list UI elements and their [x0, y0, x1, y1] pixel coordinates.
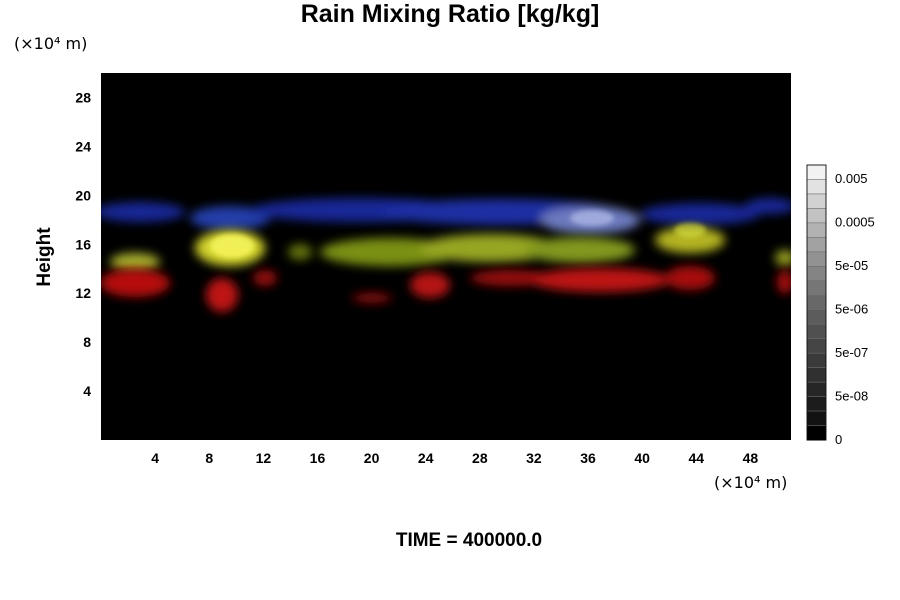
colorbar-segment: [806, 251, 827, 267]
colorbar-segment: [806, 280, 827, 296]
y-axis-label: Height: [34, 227, 55, 287]
x-axis-ticks: 4 8 12 16 20 24 28 32 36 40 44 48: [151, 450, 758, 466]
lower-layer-band: [101, 266, 791, 312]
colorbar-segment: [806, 425, 827, 441]
x-tick-label: 44: [689, 450, 705, 466]
colorbar-tick-label: 5e-08: [835, 389, 868, 404]
colorbar-segment: [806, 193, 827, 210]
colorbar-segment: [806, 338, 827, 354]
colorbar-segment: [806, 164, 827, 181]
y-axis-unit: (×10⁴ m): [14, 34, 87, 53]
chart-title: Rain Mixing Ratio [kg/kg]: [300, 0, 600, 28]
colorbar-segment: [806, 396, 827, 412]
colorbar-labels: 0.005 0.0005 5e-05 5e-06 5e-07 5e-08 0: [835, 171, 875, 447]
y-tick-label: 4: [83, 383, 91, 399]
colorbar-frame: [806, 164, 827, 441]
x-tick-label: 36: [580, 450, 596, 466]
y-tick-label: 20: [75, 187, 91, 203]
x-tick-label: 40: [634, 450, 650, 466]
colorbar-tick-label: 5e-07: [835, 345, 868, 360]
colorbar-segment: [806, 266, 827, 282]
colorbar-segment: [806, 410, 827, 427]
y-tick-label: 12: [75, 285, 91, 301]
x-tick-label: 8: [205, 450, 213, 466]
colorbar-segment: [806, 179, 827, 195]
colorbar-tick-label: 5e-05: [835, 258, 868, 273]
convective-cores: [210, 210, 706, 258]
y-tick-label: 28: [75, 89, 91, 105]
time-annotation: TIME = 400000.0: [395, 530, 543, 551]
x-tick-label: 20: [364, 450, 380, 466]
x-tick-label: 48: [743, 450, 759, 466]
x-tick-label: 32: [526, 450, 542, 466]
x-tick-label: 28: [472, 450, 488, 466]
colorbar-segment: [806, 367, 827, 383]
colorbar-tick-label: 0.005: [835, 171, 868, 186]
x-tick-label: 4: [151, 450, 159, 466]
x-tick-label: 16: [310, 450, 326, 466]
y-axis-ticks: 4 8 12 16 20 24 28: [75, 89, 91, 399]
y-tick-label: 16: [75, 236, 91, 252]
field-shading: [101, 198, 791, 312]
colorbar-tick-label: 0: [835, 432, 842, 447]
colorbar: [806, 164, 827, 441]
y-tick-label: 24: [75, 138, 91, 154]
colorbar-tick-label: 0.0005: [835, 215, 875, 230]
colorbar-segment: [806, 381, 827, 398]
y-tick-label: 8: [83, 334, 91, 350]
colorbar-segment: [806, 237, 827, 253]
colorbar-tick-label: 5e-06: [835, 302, 868, 317]
colorbar-segment: [806, 323, 827, 340]
colorbar-segment: [806, 208, 827, 224]
colorbar-segment: [806, 294, 827, 311]
colorbar-segment: [806, 222, 827, 238]
x-axis-unit: (×10⁴ m): [714, 473, 787, 492]
x-tick-label: 24: [418, 450, 434, 466]
colorbar-segment: [806, 309, 827, 325]
colorbar-segment: [806, 352, 827, 369]
x-tick-label: 12: [256, 450, 272, 466]
